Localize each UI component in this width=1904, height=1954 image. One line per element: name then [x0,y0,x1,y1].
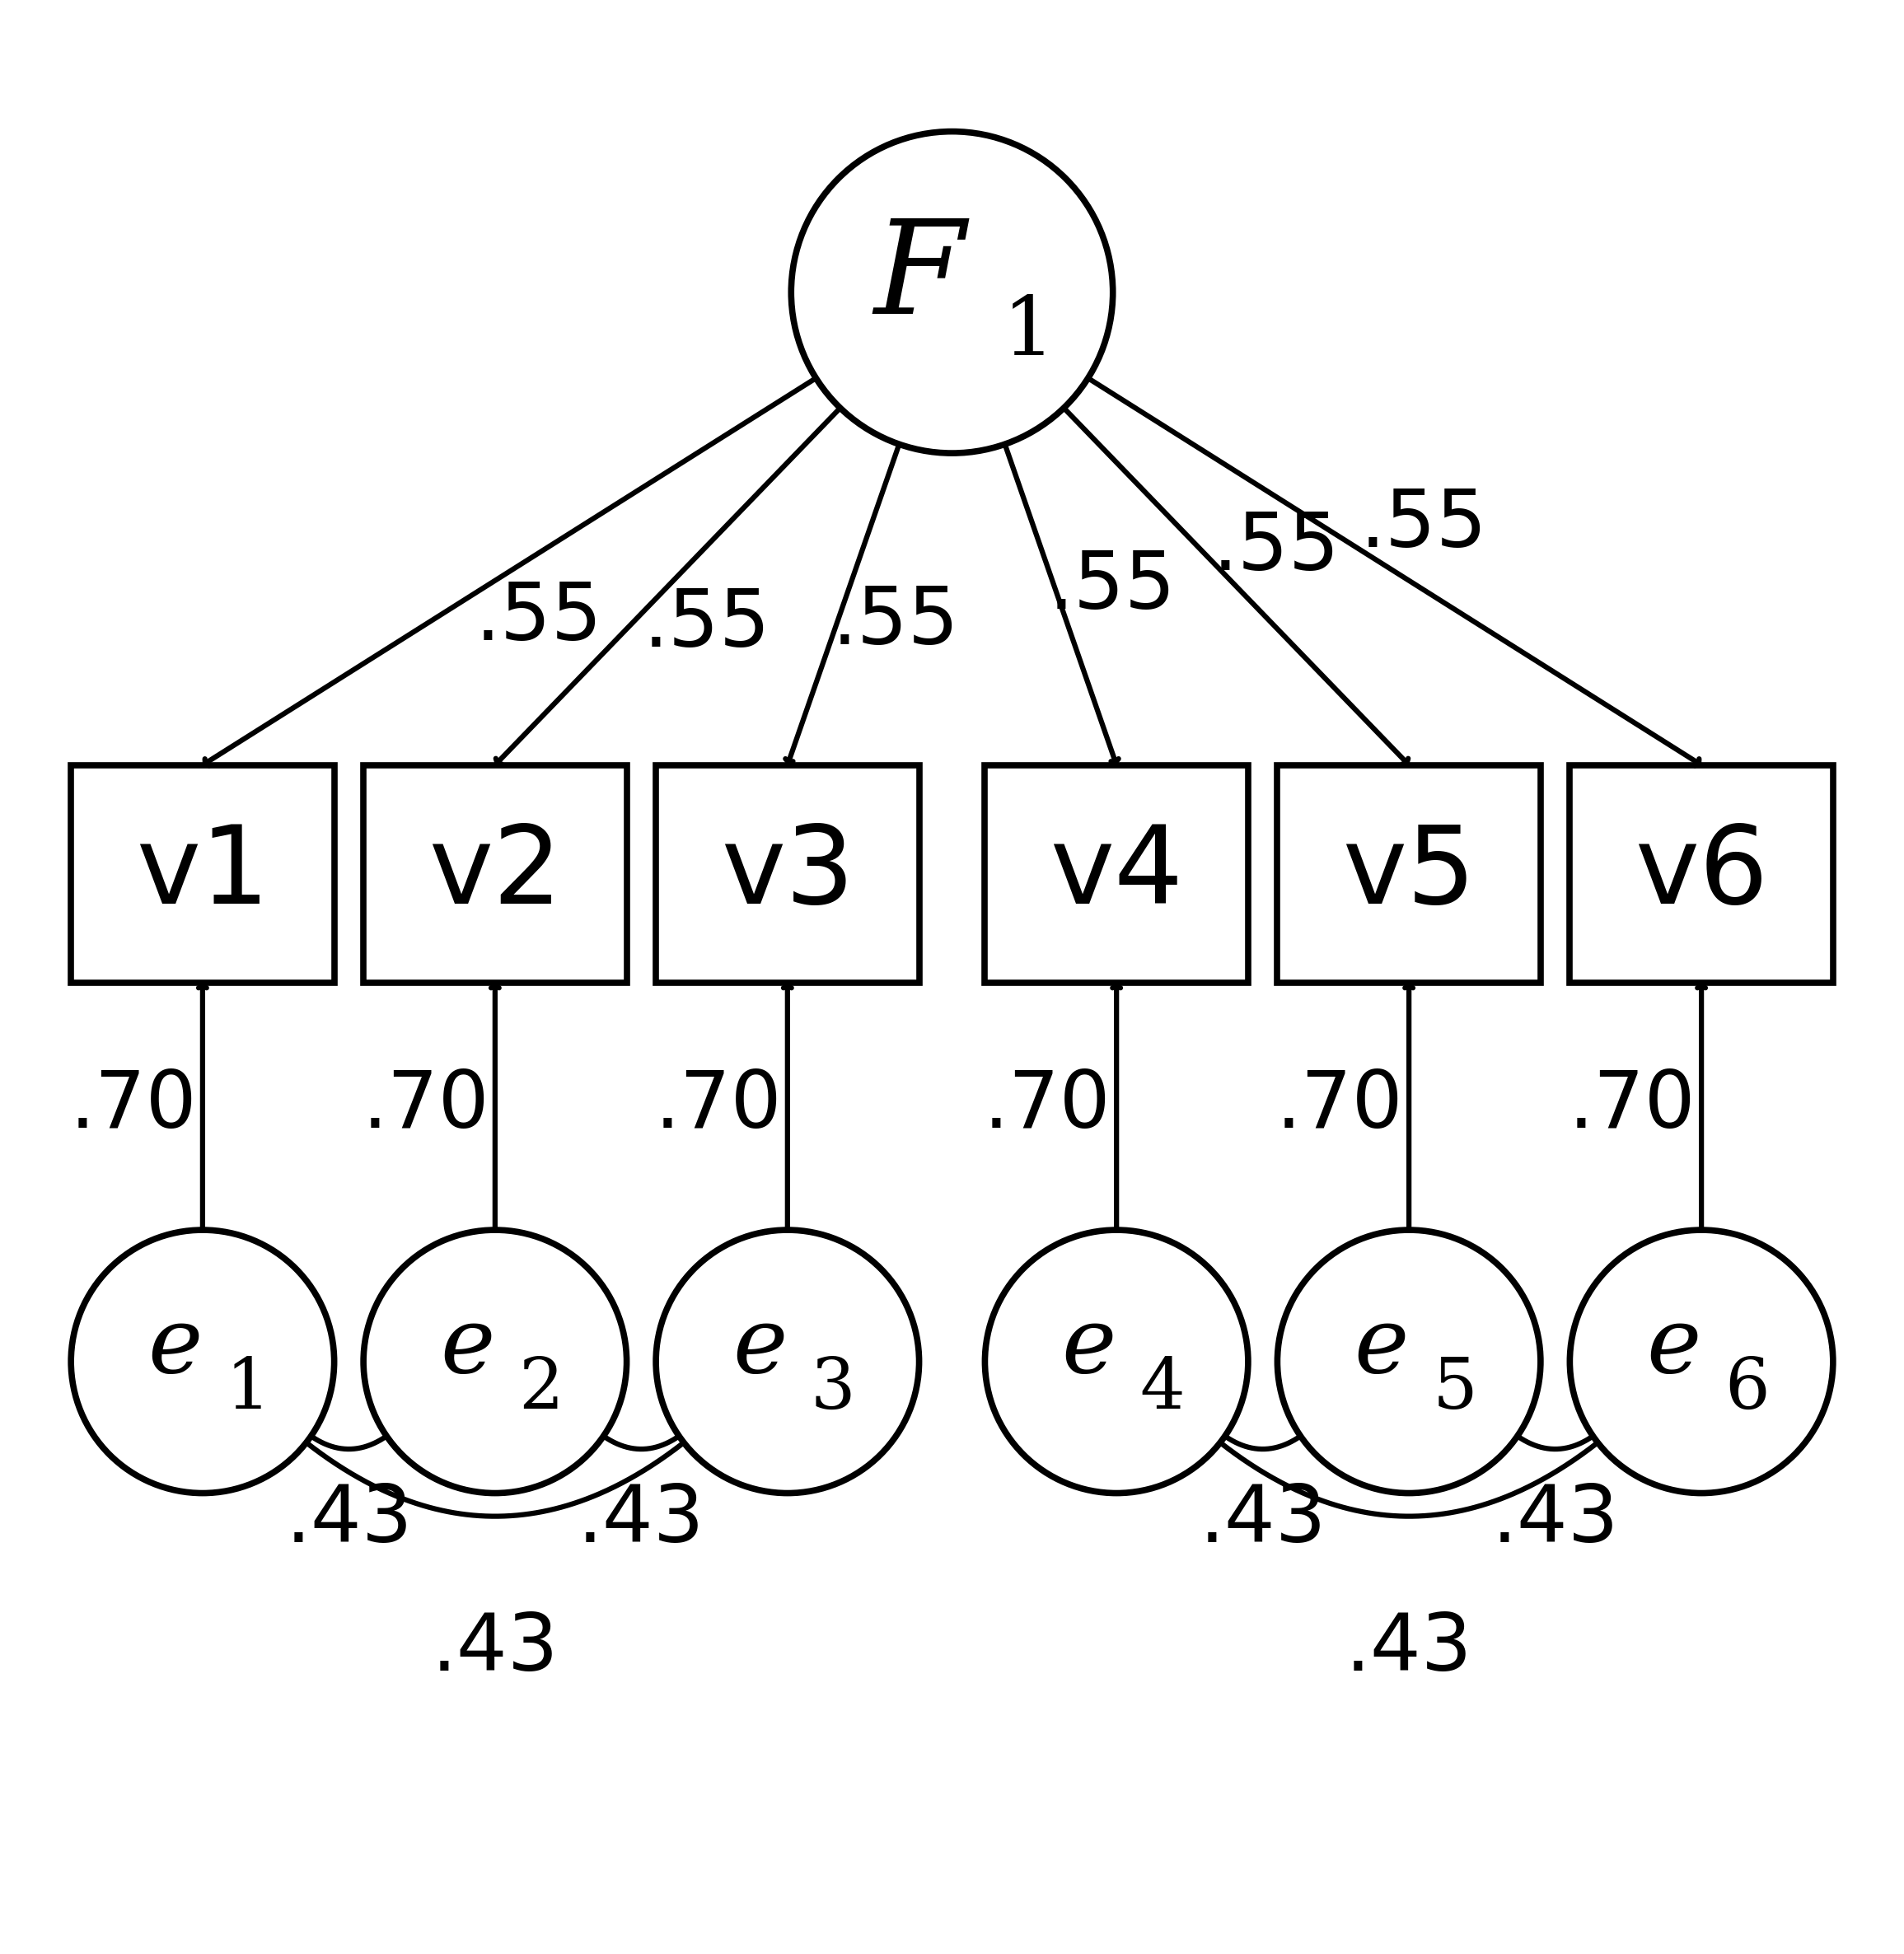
Bar [984,766,1249,983]
Text: 1: 1 [227,1354,270,1423]
Text: .43: .43 [1346,1610,1472,1686]
Text: .43: .43 [1200,1483,1327,1559]
Text: e: e [733,1301,788,1391]
Text: .43: .43 [432,1610,558,1686]
Bar [364,766,626,983]
Text: .55: .55 [832,584,960,660]
Text: .70: .70 [1276,1069,1403,1145]
Text: e: e [149,1301,202,1391]
Text: 3: 3 [811,1354,855,1423]
Text: .70: .70 [655,1069,783,1145]
Text: v1: v1 [135,821,268,926]
Text: v4: v4 [1049,821,1182,926]
Text: 6: 6 [1725,1354,1769,1423]
Text: .55: .55 [644,586,771,662]
Text: e: e [1062,1301,1116,1391]
Text: v5: v5 [1342,821,1476,926]
Text: v3: v3 [722,821,855,926]
Text: 4: 4 [1140,1354,1184,1423]
Bar [1278,766,1540,983]
Text: e: e [1354,1301,1409,1391]
Text: .70: .70 [69,1069,196,1145]
Text: .43: .43 [577,1483,704,1559]
Text: .43: .43 [286,1483,413,1559]
Bar [655,766,920,983]
Text: v2: v2 [428,821,562,926]
Text: e: e [1647,1301,1702,1391]
Bar [70,766,335,983]
Text: 5: 5 [1432,1354,1478,1423]
Text: .55: .55 [1049,549,1177,625]
Text: .70: .70 [362,1069,489,1145]
Text: 2: 2 [518,1354,564,1423]
Text: .55: .55 [1213,510,1340,586]
Bar [1569,766,1834,983]
Text: .70: .70 [1569,1069,1696,1145]
Text: .43: .43 [1491,1483,1618,1559]
Text: .70: .70 [982,1069,1110,1145]
Text: v6: v6 [1634,821,1769,926]
Text: e: e [440,1301,495,1391]
Text: .55: .55 [1359,487,1487,563]
Text: .55: .55 [474,580,602,657]
Text: F: F [874,215,965,342]
Text: 1: 1 [1003,293,1055,371]
